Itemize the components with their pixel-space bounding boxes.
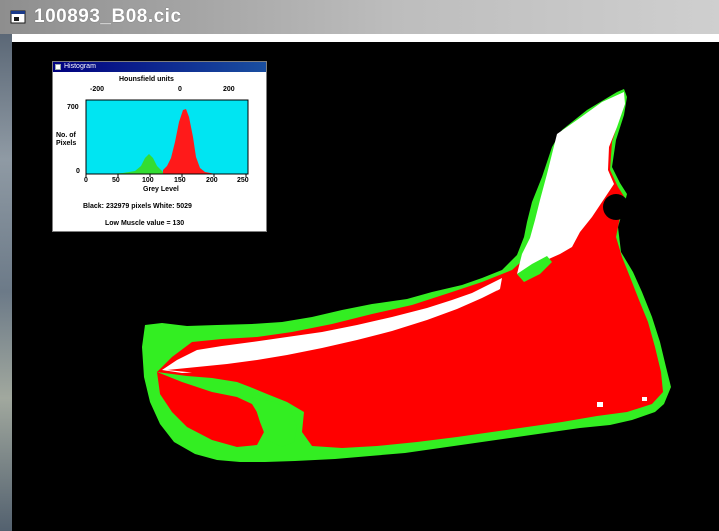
bone-region-upper [517, 92, 625, 274]
window-title-bar[interactable]: 100893_B08.cic [0, 0, 719, 34]
pixel-counts-text: Black: 232979 pixels White: 5029 [83, 203, 192, 210]
desktop-background [0, 0, 12, 531]
top-tick-label: 200 [223, 86, 235, 93]
window-app-icon[interactable] [10, 9, 26, 25]
histogram-muscle-peak [163, 109, 223, 174]
top-tick-label: -200 [90, 86, 105, 93]
x-tick-label: 0 [84, 177, 88, 184]
y-max-tick: 700 [67, 104, 79, 111]
y-axis-label: Pixels [56, 140, 77, 147]
histogram-titlebar[interactable]: Histogram [53, 62, 266, 72]
x-tick-label: 250 [237, 177, 249, 184]
histogram-fat-peak [86, 154, 163, 174]
x-tick-label: 150 [174, 177, 186, 184]
bone-region-band [162, 278, 502, 373]
top-tick-label: 0 [178, 86, 182, 93]
ct-scan-image [142, 89, 671, 462]
bone-notch [603, 194, 629, 220]
histogram-plot [85, 99, 249, 177]
x-tick-label: 50 [112, 177, 120, 184]
bone-fleck [597, 402, 603, 407]
threshold-text: Low Muscle value = 130 [105, 220, 185, 227]
histogram-window[interactable]: Histogram Hounsfield units -200 0 200 70… [52, 61, 267, 232]
fat-strip [517, 256, 552, 282]
x-tick-label: 100 [142, 177, 154, 184]
histogram-plot-area [85, 99, 249, 175]
top-axis-label: Hounsfield units [119, 76, 174, 83]
bone-fleck [642, 397, 647, 401]
fat-pocket [252, 397, 297, 447]
x-tick-label: 200 [206, 177, 218, 184]
y-axis-label: No. of [56, 132, 76, 139]
x-axis-label: Grey Level [143, 186, 179, 193]
histogram-window-title: Histogram [64, 63, 96, 70]
histogram-window-icon [55, 64, 61, 70]
y-zero-tick: 0 [76, 168, 80, 175]
window-title: 100893_B08.cic [34, 6, 182, 27]
muscle-region-left [157, 372, 264, 447]
